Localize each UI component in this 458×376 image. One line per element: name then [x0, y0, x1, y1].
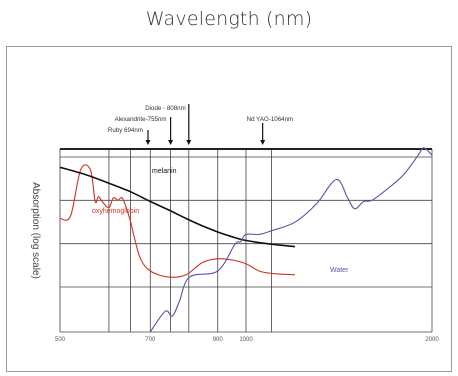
series-label-oxyhemoglobin: oxyhemoglobin	[92, 208, 139, 215]
laser-label-3: Nd YAG-1064nm	[247, 116, 294, 123]
laser-arrow-head-1	[168, 140, 174, 145]
x-tick-label-2000: 2000	[425, 337, 439, 343]
series-line-melanin	[59, 166, 295, 248]
laser-arrow-head-2	[145, 140, 151, 145]
laser-label-0: Diode - 808nm	[145, 105, 186, 112]
x-tick-label-1000: 1000	[239, 337, 253, 343]
x-tick-label-900: 900	[213, 337, 224, 343]
laser-arrow-head-0	[186, 140, 192, 145]
series-label-water: Water	[330, 267, 349, 274]
series-label-melanin: melanin	[152, 168, 177, 175]
axis-layer: 500 700 900 1000 2000 Absorption (log scale)	[30, 182, 439, 343]
laser-label-2: Ruby 694nm	[108, 127, 143, 134]
series-line-water	[149, 147, 433, 333]
series-layer: oxyhemoglobin melanin Water	[59, 147, 433, 333]
laser-label-1: Alexandrite-755nm	[115, 116, 167, 123]
page-title: Wavelength (nm)	[145, 8, 313, 30]
laser-arrow-head-3	[260, 140, 266, 145]
series-line-oxyhemoglobin	[59, 164, 295, 278]
y-axis-label: Absorption (log scale)	[30, 182, 41, 279]
x-tick-label-500: 500	[55, 337, 66, 343]
annotation-layer: Diode - 808nm Alexandrite-755nm Ruby 694nm…	[108, 104, 293, 145]
chart-frame	[6, 46, 452, 372]
x-tick-label-700: 700	[145, 337, 156, 343]
